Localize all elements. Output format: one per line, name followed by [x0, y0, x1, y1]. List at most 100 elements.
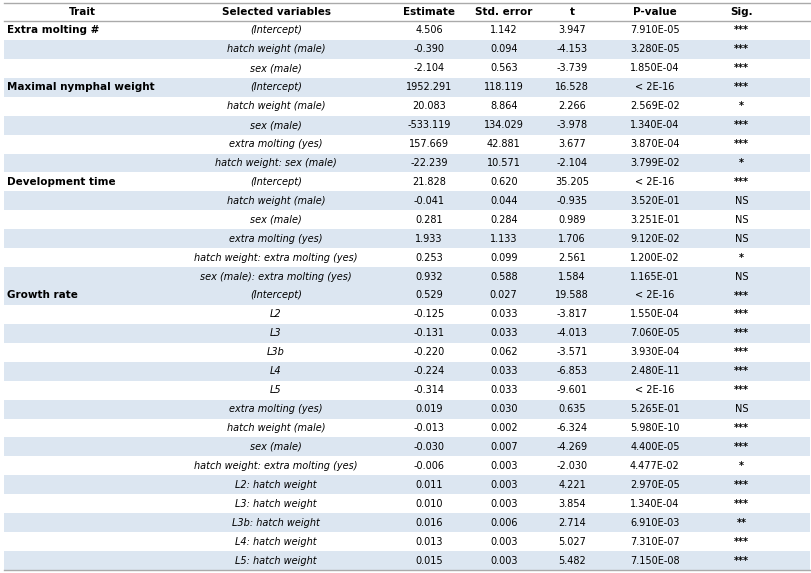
Text: sex (male): sex (male) — [250, 64, 302, 73]
Text: 3.854: 3.854 — [558, 499, 586, 509]
Text: -0.220: -0.220 — [413, 347, 444, 358]
Text: 0.027: 0.027 — [489, 291, 517, 300]
Text: (Intercept): (Intercept) — [250, 25, 302, 36]
Text: 0.932: 0.932 — [415, 272, 443, 281]
Text: L2: hatch weight: L2: hatch weight — [235, 480, 316, 490]
Text: Maximal nymphal weight: Maximal nymphal weight — [7, 83, 154, 92]
Text: NS: NS — [734, 215, 747, 225]
Text: 1.933: 1.933 — [415, 234, 442, 244]
Text: 6.910E-03: 6.910E-03 — [629, 517, 679, 528]
Text: hatch weight (male): hatch weight (male) — [226, 423, 325, 433]
Text: ***: *** — [733, 499, 748, 509]
Text: -3.978: -3.978 — [556, 120, 587, 130]
Text: 1.706: 1.706 — [558, 234, 586, 244]
Text: 0.281: 0.281 — [415, 215, 443, 225]
Text: 2.714: 2.714 — [558, 517, 586, 528]
Bar — [4, 40, 809, 59]
Text: < 2E-16: < 2E-16 — [634, 177, 674, 187]
Text: sex (male): sex (male) — [250, 442, 302, 452]
Text: Selected variables: Selected variables — [221, 7, 330, 17]
Text: 0.253: 0.253 — [414, 253, 443, 262]
Text: NS: NS — [734, 234, 747, 244]
Text: P-value: P-value — [633, 7, 676, 17]
Bar — [4, 97, 809, 116]
Text: 1.584: 1.584 — [558, 272, 586, 281]
Text: Growth rate: Growth rate — [7, 291, 78, 300]
Bar — [4, 399, 809, 418]
Bar — [4, 210, 809, 229]
Text: 134.029: 134.029 — [483, 120, 523, 130]
Text: 0.033: 0.033 — [489, 309, 517, 319]
Text: 7.150E-08: 7.150E-08 — [629, 556, 679, 566]
Text: 3.947: 3.947 — [558, 25, 586, 36]
Text: 1952.291: 1952.291 — [406, 83, 452, 92]
Text: 157.669: 157.669 — [409, 139, 448, 149]
Text: 0.011: 0.011 — [415, 480, 442, 490]
Text: 0.033: 0.033 — [489, 328, 517, 339]
Text: ***: *** — [733, 328, 748, 339]
Text: Estimate: Estimate — [403, 7, 455, 17]
Text: 8.864: 8.864 — [489, 101, 517, 111]
Text: -9.601: -9.601 — [556, 385, 587, 395]
Bar — [4, 229, 809, 248]
Text: 2.970E-05: 2.970E-05 — [629, 480, 679, 490]
Text: ***: *** — [733, 44, 748, 54]
Text: 0.529: 0.529 — [414, 291, 443, 300]
Text: -0.006: -0.006 — [413, 461, 444, 471]
Text: 1.340E-04: 1.340E-04 — [629, 499, 679, 509]
Bar — [4, 362, 809, 380]
Text: ***: *** — [733, 139, 748, 149]
Text: 19.588: 19.588 — [555, 291, 588, 300]
Bar — [4, 191, 809, 210]
Text: ***: *** — [733, 347, 748, 358]
Text: L4: L4 — [270, 366, 281, 376]
Text: 0.563: 0.563 — [489, 64, 517, 73]
Text: 5.265E-01: 5.265E-01 — [629, 404, 679, 414]
Text: -4.013: -4.013 — [556, 328, 587, 339]
Text: 5.980E-10: 5.980E-10 — [629, 423, 679, 433]
Text: L5: L5 — [270, 385, 281, 395]
Text: L3: hatch weight: L3: hatch weight — [235, 499, 316, 509]
Text: -3.571: -3.571 — [556, 347, 587, 358]
Text: 5.027: 5.027 — [558, 536, 586, 547]
Text: -2.104: -2.104 — [556, 158, 587, 168]
Text: L3: L3 — [270, 328, 281, 339]
Text: NS: NS — [734, 196, 747, 206]
Text: 0.007: 0.007 — [489, 442, 517, 452]
Text: Sig.: Sig. — [729, 7, 752, 17]
Text: 0.044: 0.044 — [489, 196, 517, 206]
Text: ***: *** — [733, 309, 748, 319]
Text: 2.480E-11: 2.480E-11 — [629, 366, 679, 376]
Text: L5: hatch weight: L5: hatch weight — [235, 556, 316, 566]
Bar — [4, 154, 809, 172]
Text: t: t — [569, 7, 574, 17]
Text: 0.003: 0.003 — [489, 556, 517, 566]
Text: extra molting (yes): extra molting (yes) — [229, 234, 323, 244]
Bar — [4, 457, 809, 476]
Text: 7.910E-05: 7.910E-05 — [629, 25, 679, 36]
Text: sex (male): extra molting (yes): sex (male): extra molting (yes) — [200, 272, 351, 281]
Text: 1.850E-04: 1.850E-04 — [629, 64, 679, 73]
Text: -4.153: -4.153 — [556, 44, 587, 54]
Text: 10.571: 10.571 — [486, 158, 520, 168]
Text: -0.030: -0.030 — [413, 442, 444, 452]
Bar — [4, 286, 809, 305]
Bar — [4, 78, 809, 97]
Text: *: * — [738, 253, 743, 262]
Text: extra molting (yes): extra molting (yes) — [229, 139, 323, 149]
Text: 0.019: 0.019 — [415, 404, 442, 414]
Bar — [4, 21, 809, 40]
Text: 3.520E-01: 3.520E-01 — [629, 196, 679, 206]
Text: 0.003: 0.003 — [489, 480, 517, 490]
Text: 0.015: 0.015 — [415, 556, 443, 566]
Text: -4.269: -4.269 — [556, 442, 587, 452]
Text: sex (male): sex (male) — [250, 120, 302, 130]
Text: **: ** — [736, 517, 745, 528]
Bar — [4, 267, 809, 286]
Text: 4.400E-05: 4.400E-05 — [629, 442, 679, 452]
Bar — [4, 324, 809, 343]
Text: -6.324: -6.324 — [556, 423, 587, 433]
Bar — [4, 476, 809, 494]
Text: hatch weight (male): hatch weight (male) — [226, 101, 325, 111]
Bar — [4, 494, 809, 513]
